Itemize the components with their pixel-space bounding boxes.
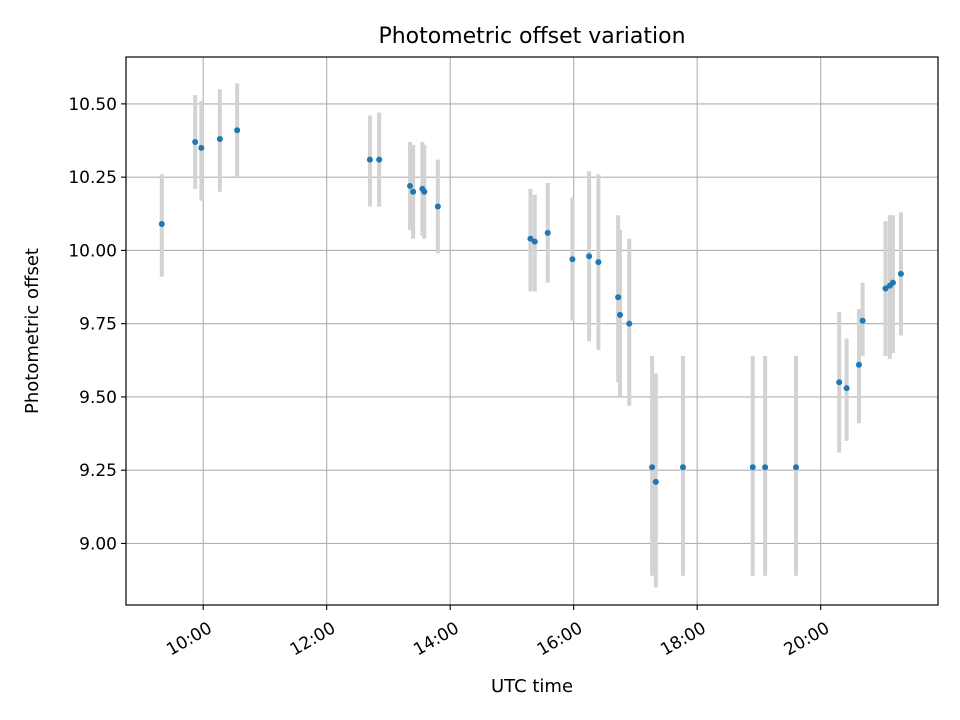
- data-point: [192, 138, 199, 145]
- data-point: [649, 464, 656, 471]
- data-points: [158, 127, 904, 485]
- data-point: [421, 188, 428, 195]
- chart-title: Photometric offset variation: [378, 24, 685, 49]
- data-point: [434, 203, 441, 210]
- data-point: [762, 464, 769, 471]
- data-point: [652, 478, 659, 485]
- data-point: [216, 136, 223, 143]
- data-point: [158, 221, 165, 228]
- data-point: [843, 385, 850, 392]
- data-point: [198, 144, 205, 151]
- y-tick-label: 9.25: [79, 461, 117, 481]
- data-point: [595, 259, 602, 266]
- data-point: [376, 156, 383, 163]
- data-point: [679, 464, 686, 471]
- data-point: [859, 317, 866, 324]
- plot-frame: [125, 56, 939, 606]
- y-tick-label: 10.50: [68, 95, 117, 115]
- data-point: [749, 464, 756, 471]
- data-point: [889, 279, 896, 286]
- data-point: [836, 379, 843, 386]
- data-point: [586, 253, 593, 260]
- data-point: [897, 270, 904, 277]
- data-point: [882, 285, 889, 292]
- data-point: [531, 238, 538, 245]
- data-point: [234, 127, 241, 134]
- y-tick-label: 9.50: [79, 388, 117, 408]
- data-point: [569, 256, 576, 263]
- y-axis-label: Photometric offset: [22, 248, 43, 414]
- data-point: [366, 156, 373, 163]
- data-point: [527, 235, 534, 242]
- data-point: [615, 294, 622, 301]
- grid: [126, 57, 938, 605]
- data-point: [855, 361, 862, 368]
- data-point: [410, 188, 417, 195]
- data-point: [792, 464, 799, 471]
- data-point: [626, 320, 633, 327]
- y-tick-label: 10.00: [68, 241, 117, 261]
- y-tick-label: 9.75: [79, 315, 117, 335]
- data-point: [616, 311, 623, 318]
- y-tick-label: 9.00: [79, 534, 117, 554]
- data-point: [407, 182, 414, 189]
- data-point: [544, 229, 551, 236]
- x-axis-label: UTC time: [491, 676, 573, 697]
- y-tick-label: 10.25: [68, 168, 117, 188]
